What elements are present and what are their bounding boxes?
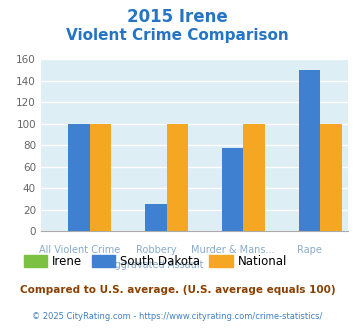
Text: Violent Crime Comparison: Violent Crime Comparison bbox=[66, 28, 289, 43]
Bar bbox=[167, 124, 188, 231]
Text: Murder & Mans...: Murder & Mans... bbox=[191, 245, 274, 255]
Legend: Irene, South Dakota, National: Irene, South Dakota, National bbox=[24, 255, 287, 268]
Bar bbox=[90, 124, 111, 231]
Bar bbox=[244, 124, 265, 231]
Bar bbox=[320, 124, 342, 231]
Text: Compared to U.S. average. (U.S. average equals 100): Compared to U.S. average. (U.S. average … bbox=[20, 285, 335, 295]
Text: 2015 Irene: 2015 Irene bbox=[127, 8, 228, 26]
Bar bbox=[145, 204, 167, 231]
Text: © 2025 CityRating.com - https://www.cityrating.com/crime-statistics/: © 2025 CityRating.com - https://www.city… bbox=[32, 312, 323, 321]
Text: Aggravated Assault: Aggravated Assault bbox=[108, 260, 204, 270]
Text: Rape: Rape bbox=[297, 245, 322, 255]
Text: Robbery: Robbery bbox=[136, 245, 176, 255]
Bar bbox=[69, 124, 90, 231]
Bar bbox=[299, 70, 320, 231]
Text: All Violent Crime: All Violent Crime bbox=[39, 245, 120, 255]
Bar bbox=[222, 148, 244, 231]
